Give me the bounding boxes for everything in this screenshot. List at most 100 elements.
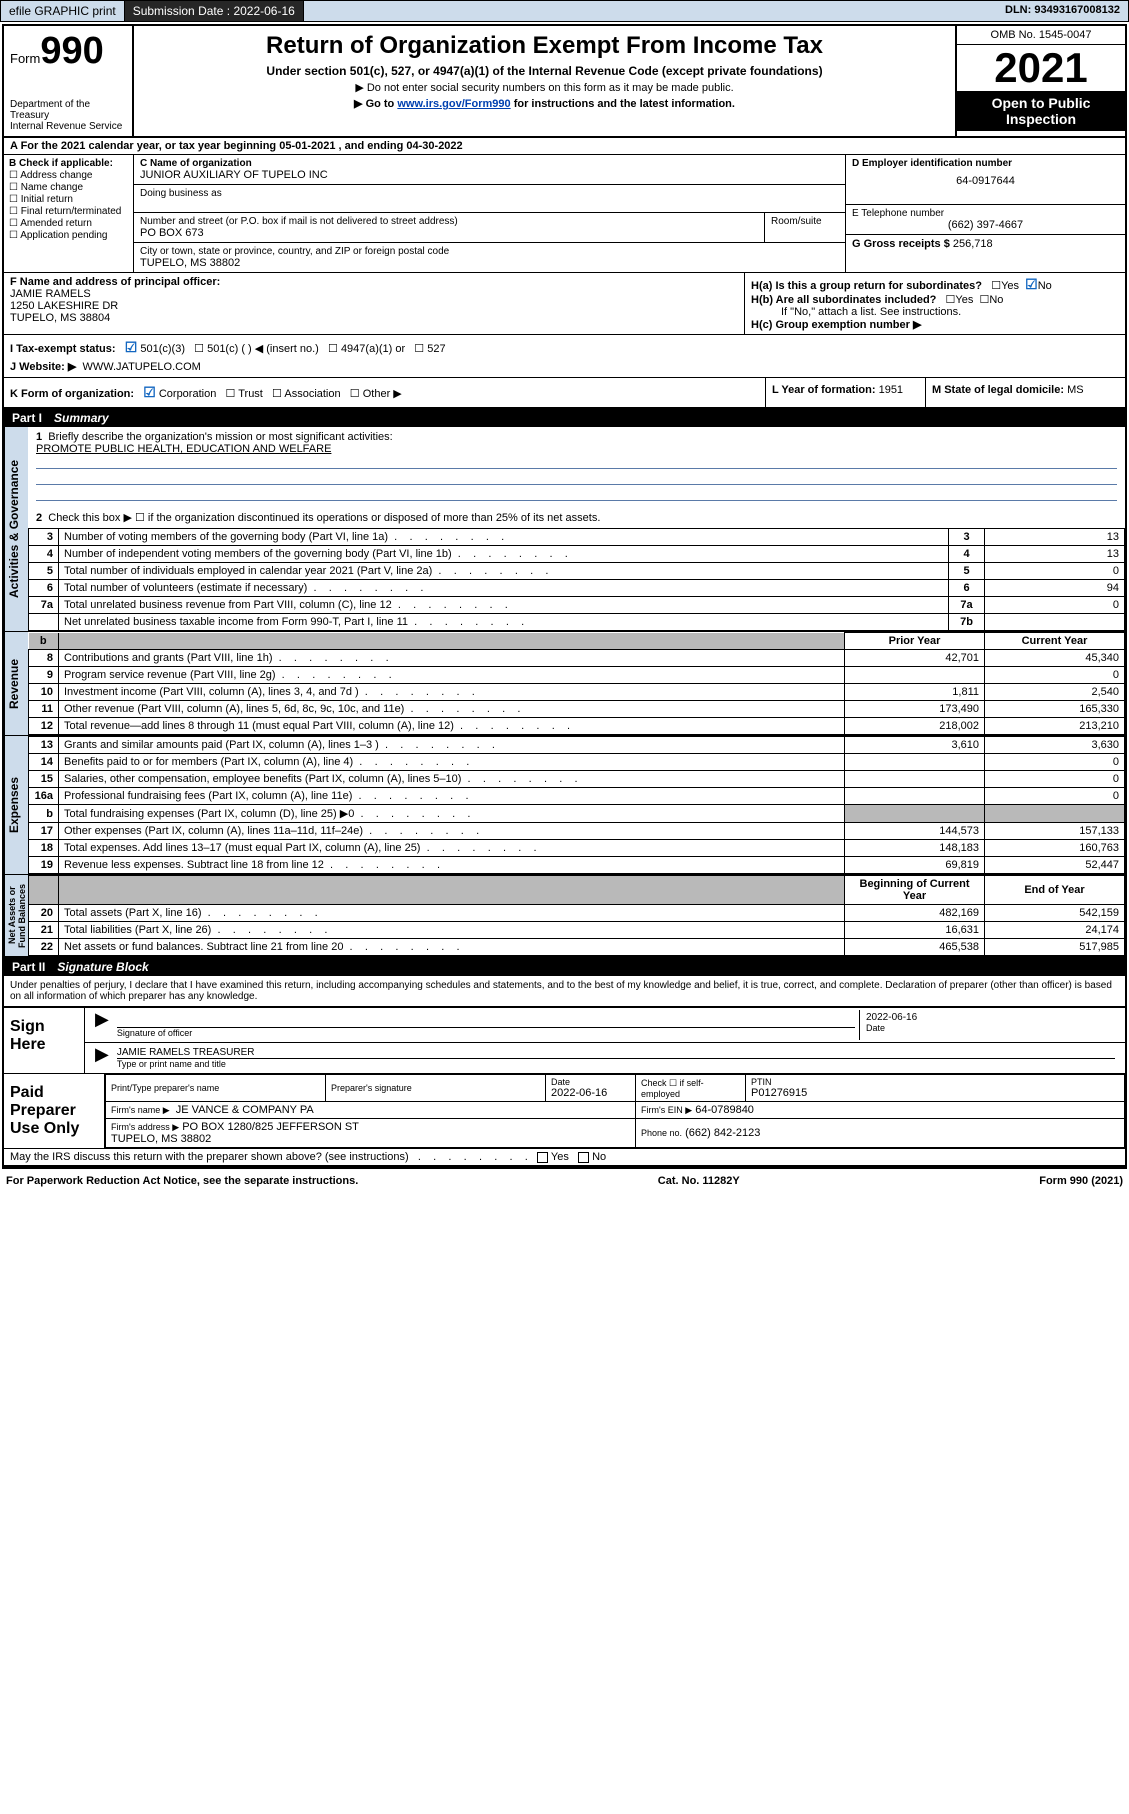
discuss-yes-box[interactable]	[537, 1152, 548, 1163]
sig-officer-label: Signature of officer	[117, 1028, 855, 1038]
row-current: 24,174	[985, 922, 1125, 939]
chk-address-change[interactable]: ☐ Address change	[9, 170, 128, 181]
efile-tab[interactable]: efile GRAPHIC print	[1, 1, 125, 21]
row-desc: Total liabilities (Part X, line 26)	[59, 922, 845, 939]
chk-label: Amended return	[20, 218, 92, 229]
paid-preparer-row: Paid Preparer Use Only Print/Type prepar…	[4, 1073, 1125, 1149]
vtab-expenses: Expenses	[4, 736, 28, 874]
org-name: JUNIOR AUXILIARY OF TUPELO INC	[140, 169, 839, 181]
mission-block: 1 Briefly describe the organization's mi…	[28, 427, 1125, 528]
irs-link[interactable]: www.irs.gov/Form990	[397, 98, 510, 110]
row-val: 0	[985, 597, 1125, 614]
part1-num: Part I	[12, 411, 54, 425]
row-prior: 465,538	[845, 939, 985, 956]
row-desc: Number of independent voting members of …	[59, 546, 949, 563]
chk-initial-return[interactable]: ☐ Initial return	[9, 194, 128, 205]
chk-label: Address change	[20, 170, 92, 181]
row-desc: Investment income (Part VIII, column (A)…	[59, 684, 845, 701]
period-end: 04-30-2022	[406, 140, 462, 152]
row-current: 542,159	[985, 905, 1125, 922]
activities-body: 1 Briefly describe the organization's mi…	[28, 427, 1125, 631]
row-val: 94	[985, 580, 1125, 597]
type-name-label: Type or print name and title	[117, 1059, 1115, 1069]
line-k: K Form of organization: ☑ Corporation ☐ …	[4, 378, 765, 407]
chk-amended-return[interactable]: ☐ Amended return	[9, 218, 128, 229]
vtab-revenue: Revenue	[4, 632, 28, 735]
dots	[412, 1151, 528, 1163]
row-num: 19	[29, 857, 59, 874]
row-desc: Total number of individuals employed in …	[59, 563, 949, 580]
f-cell: F Name and address of principal officer:…	[4, 273, 745, 334]
row-prior: 148,183	[845, 840, 985, 857]
city: TUPELO, MS 38802	[140, 257, 839, 269]
pt-sig-label: Preparer's signature	[331, 1083, 540, 1093]
firm-ein: 64-0789840	[695, 1104, 754, 1116]
row-desc: Net assets or fund balances. Subtract li…	[59, 939, 845, 956]
section-activities: Activities & Governance 1 Briefly descri…	[4, 427, 1125, 632]
table-row: 10 Investment income (Part VIII, column …	[29, 684, 1125, 701]
row-current: 213,210	[985, 718, 1125, 735]
l1-label: Briefly describe the organization's miss…	[48, 431, 392, 443]
chk-application-pending[interactable]: ☐ Application pending	[9, 230, 128, 241]
row-prior	[845, 667, 985, 684]
check-icon: ☑	[1025, 276, 1038, 292]
table-row: 6 Total number of volunteers (estimate i…	[29, 580, 1125, 597]
row-num: 18	[29, 840, 59, 857]
row-prior: 1,811	[845, 684, 985, 701]
row-num: 7a	[29, 597, 59, 614]
pt-date-label: Date	[551, 1077, 630, 1087]
gross-receipts: 256,718	[953, 238, 993, 250]
ha-label: H(a) Is this a group return for subordin…	[751, 280, 982, 292]
discuss-no-box[interactable]	[578, 1152, 589, 1163]
g-label: G Gross receipts $	[852, 238, 950, 250]
d-label: D Employer identification number	[852, 158, 1119, 169]
col-deg: D Employer identification number 64-0917…	[845, 155, 1125, 272]
row-num: 17	[29, 823, 59, 840]
mission-line	[36, 455, 1117, 469]
row-num: 10	[29, 684, 59, 701]
row-current: 0	[985, 788, 1125, 805]
table-row: 17 Other expenses (Part IX, column (A), …	[29, 823, 1125, 840]
note2-post: for instructions and the latest informat…	[511, 98, 735, 110]
j-label: J Website: ▶	[10, 361, 76, 373]
table-row: 15 Salaries, other compensation, employe…	[29, 771, 1125, 788]
row-desc: Other expenses (Part IX, column (A), lin…	[59, 823, 845, 840]
tax-year: 2021	[957, 45, 1125, 91]
chk-final-return[interactable]: ☐ Final return/terminated	[9, 206, 128, 217]
row-num: 5	[29, 563, 59, 580]
row-val: 13	[985, 546, 1125, 563]
chk-name-change[interactable]: ☐ Name change	[9, 182, 128, 193]
street: PO BOX 673	[140, 227, 758, 239]
firm-ein-label: Firm's EIN ▶	[641, 1105, 692, 1115]
l2-text: Check this box ▶ ☐ if the organization d…	[48, 512, 600, 524]
row-num: 11	[29, 701, 59, 718]
table-row: Net unrelated business taxable income fr…	[29, 614, 1125, 631]
row-current: 2,540	[985, 684, 1125, 701]
blank: b	[29, 633, 59, 650]
sign-here-body: ▶ Signature of officer 2022-06-16 Date ▶…	[84, 1008, 1125, 1073]
open-to-public: Open to Public Inspection	[957, 91, 1125, 131]
submission-date: 2022-06-16	[233, 4, 294, 18]
part1-title: Summary	[54, 411, 109, 425]
part2-num: Part II	[12, 960, 57, 974]
i-label: I Tax-exempt status:	[10, 343, 116, 355]
period-line: A For the 2021 calendar year, or tax yea…	[4, 138, 1125, 155]
chk-label: Final return/terminated	[21, 206, 122, 217]
sig-date-label: Date	[866, 1023, 1115, 1033]
c-city-cell: City or town, state or province, country…	[134, 243, 845, 272]
blank	[59, 633, 845, 650]
row-desc: Total fundraising expenses (Part IX, col…	[59, 805, 845, 823]
row-desc: Contributions and grants (Part VIII, lin…	[59, 650, 845, 667]
row-desc: Total unrelated business revenue from Pa…	[59, 597, 949, 614]
revenue-table: b Prior Year Current Year 8 Contribution…	[28, 632, 1125, 735]
row-current: 0	[985, 754, 1125, 771]
page-footer: For Paperwork Reduction Act Notice, see …	[0, 1171, 1129, 1191]
footer-right: Form 990 (2021)	[1039, 1175, 1123, 1187]
chk-label: Name change	[21, 182, 83, 193]
hb-yes: Yes	[955, 294, 973, 306]
table-row: 16a Professional fundraising fees (Part …	[29, 788, 1125, 805]
sign-here-row: Sign Here ▶ Signature of officer 2022-06…	[4, 1006, 1125, 1073]
row-num: 20	[29, 905, 59, 922]
k-corp: Corporation	[159, 388, 216, 400]
line-i: I Tax-exempt status: ☑ 501(c)(3) ☐ 501(c…	[10, 339, 1119, 356]
